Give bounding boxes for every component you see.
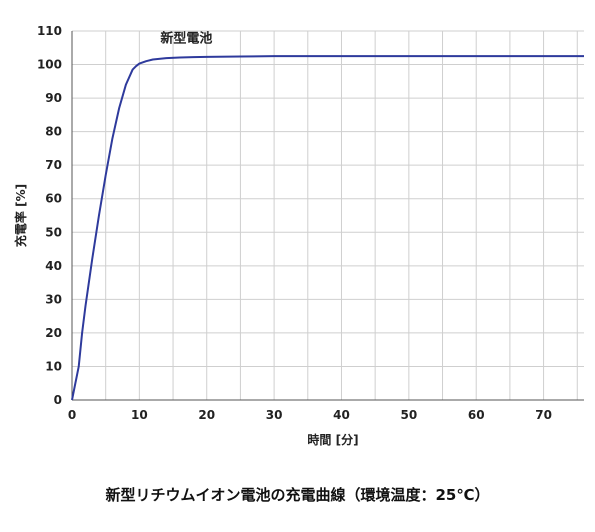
chart: 0 10 20 30 40 50 60 70 80 90 100 110 0 10 20 30 40 50 60 70… <box>13 24 584 447</box>
x-tick-label: 20 <box>198 408 215 422</box>
series <box>71 55 584 401</box>
x-tick-label: 60 <box>468 408 485 422</box>
chart-title: 新型リチウムイオン電池の充電曲線（環境温度：25℃） <box>105 486 490 504</box>
x-tick-label: 50 <box>400 408 417 422</box>
x-tick-label: 70 <box>535 408 552 422</box>
x-tick-label: 30 <box>266 408 283 422</box>
tick-labels: 0 10 20 30 40 50 60 70 80 90 100 110 0 10 20 30 40 50 60 70 <box>37 24 552 422</box>
y-tick-label: 10 <box>45 359 62 373</box>
y-tick-label: 40 <box>45 259 62 273</box>
y-tick-label: 70 <box>45 158 62 172</box>
y-tick-label: 60 <box>45 192 62 206</box>
y-tick-label: 0 <box>54 393 62 407</box>
y-tick-label: 90 <box>45 91 62 105</box>
y-tick-label: 110 <box>37 24 62 38</box>
series-line <box>71 55 584 401</box>
grid <box>72 30 584 400</box>
x-tick-label: 10 <box>131 408 148 422</box>
series-label: 新型電池 <box>160 31 212 47</box>
y-axis-label: 充電率 [%] <box>13 184 28 247</box>
x-axis-label: 時間 [分] <box>307 432 358 447</box>
axes <box>71 31 584 401</box>
y-tick-label: 100 <box>37 58 62 72</box>
y-tick-label: 80 <box>45 125 62 139</box>
x-tick-label: 40 <box>333 408 350 422</box>
y-tick-label: 20 <box>45 326 62 340</box>
y-tick-label: 30 <box>45 292 62 306</box>
x-tick-label: 0 <box>68 408 76 422</box>
y-tick-label: 50 <box>45 225 62 239</box>
